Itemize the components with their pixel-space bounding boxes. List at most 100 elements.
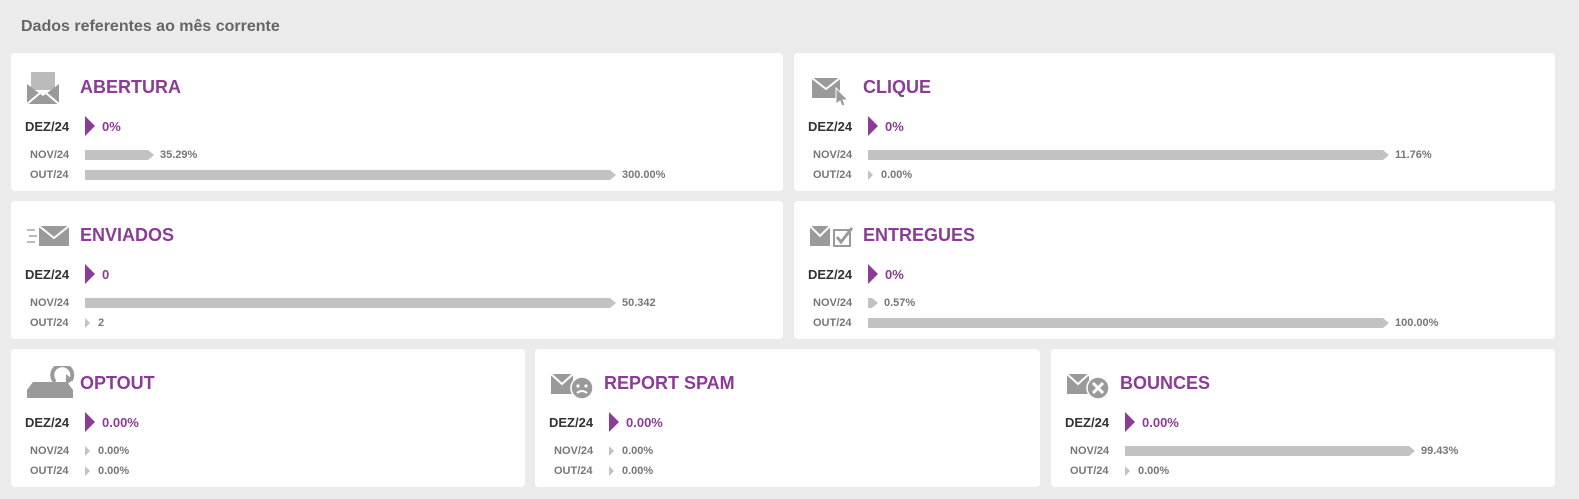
envelope-open-icon — [25, 69, 61, 107]
current-month-label: DEZ/24 — [808, 266, 853, 282]
current-month-value: 0.00% — [102, 414, 139, 430]
card-clique: CLIQUE DEZ/24 0% NOV/24 11.76% OUT/24 0.… — [794, 53, 1555, 191]
current-month-value: 0% — [102, 118, 121, 134]
history-value: 0.00% — [1138, 465, 1170, 477]
current-month-label: DEZ/24 — [808, 118, 853, 134]
current-arrow-icon — [868, 116, 878, 136]
history-bar — [85, 446, 90, 456]
history-bar — [85, 170, 616, 180]
current-month-label: DEZ/24 — [25, 118, 70, 134]
current-arrow-icon — [868, 264, 878, 284]
card-title: CLIQUE — [863, 77, 932, 97]
envelope-send-icon — [25, 217, 73, 255]
page-title: Dados referentes ao mês corrente — [21, 18, 280, 35]
current-arrow-icon — [85, 264, 95, 284]
history-month-label: OUT/24 — [30, 169, 69, 181]
card-report-spam: REPORT SPAM DEZ/24 0.00% NOV/24 0.00% OU… — [535, 349, 1040, 487]
current-month-label: DEZ/24 — [549, 414, 594, 430]
card-title: REPORT SPAM — [604, 373, 735, 393]
history-value: 0.57% — [884, 297, 916, 309]
history-value: 2 — [98, 317, 105, 329]
history-row: NOV/24 35.29% — [30, 148, 197, 162]
current-month-row: DEZ/24 0.00% — [1065, 412, 1179, 432]
history-month-label: NOV/24 — [813, 297, 853, 309]
card-optout: OPTOUT DEZ/24 0.00% NOV/24 0.00% OUT/24 … — [11, 349, 525, 487]
history-value: 0.00% — [622, 445, 654, 457]
history-value: 35.29% — [160, 149, 198, 161]
history-row: OUT/24 2 — [30, 316, 104, 330]
envelope-spam-icon — [549, 365, 595, 403]
history-bar — [868, 298, 878, 308]
current-month-label: DEZ/24 — [25, 414, 70, 430]
envelope-bounce-icon — [1065, 365, 1111, 403]
card-enviados: ENVIADOS DEZ/24 0 NOV/24 50.342 OUT/24 2 — [11, 201, 783, 339]
history-row: NOV/24 11.76% — [813, 148, 1432, 162]
current-month-row: DEZ/24 0% — [25, 116, 121, 136]
envelope-check-icon — [808, 217, 854, 255]
history-row: NOV/24 50.342 — [30, 296, 656, 310]
card-title: OPTOUT — [80, 373, 155, 393]
card-title: ENVIADOS — [80, 225, 175, 245]
history-value: 0.00% — [622, 465, 654, 477]
history-bar — [868, 170, 873, 180]
history-month-label: NOV/24 — [30, 149, 70, 161]
history-row: NOV/24 0.57% — [813, 296, 915, 310]
history-value: 0.00% — [98, 445, 130, 457]
history-row: NOV/24 0.00% — [30, 444, 129, 458]
history-value: 0.00% — [98, 465, 130, 477]
history-bar — [85, 466, 90, 476]
history-month-label: NOV/24 — [30, 297, 70, 309]
current-month-label: DEZ/24 — [25, 266, 70, 282]
history-row: OUT/24 0.00% — [30, 464, 129, 478]
history-value: 11.76% — [1395, 149, 1432, 161]
card-title: ENTREGUES — [863, 225, 976, 245]
history-month-label: OUT/24 — [30, 317, 69, 329]
history-month-label: NOV/24 — [30, 445, 70, 457]
card-title: BOUNCES — [1120, 373, 1211, 393]
current-arrow-icon — [85, 116, 95, 136]
current-month-value: 0 — [102, 266, 110, 282]
history-bar — [85, 150, 154, 160]
history-month-label: OUT/24 — [1070, 465, 1109, 477]
card-title: ABERTURA — [80, 77, 181, 97]
history-month-label: OUT/24 — [30, 465, 69, 477]
history-value: 50.342 — [622, 297, 656, 309]
current-month-row: DEZ/24 0% — [808, 264, 904, 284]
history-value: 0.00% — [881, 169, 913, 181]
current-month-row: DEZ/24 0.00% — [25, 412, 139, 432]
history-bar — [1125, 466, 1130, 476]
current-month-label: DEZ/24 — [1065, 414, 1110, 430]
card-entregues: ENTREGUES DEZ/24 0% NOV/24 0.57% OUT/24 … — [794, 201, 1555, 339]
history-bar — [85, 318, 90, 328]
history-value: 100.00% — [1395, 317, 1439, 329]
current-arrow-icon — [1125, 412, 1135, 432]
history-value: 300.00% — [622, 169, 666, 181]
optout-icon — [25, 365, 75, 403]
history-row: OUT/24 300.00% — [30, 168, 665, 182]
history-month-label: NOV/24 — [1070, 445, 1110, 457]
history-bar — [609, 466, 614, 476]
history-row: NOV/24 0.00% — [554, 444, 653, 458]
history-bar — [868, 150, 1389, 160]
history-month-label: OUT/24 — [554, 465, 593, 477]
card-abertura: ABERTURA DEZ/24 0% NOV/24 35.29% OUT/24 … — [11, 53, 783, 191]
history-row: OUT/24 100.00% — [813, 316, 1438, 330]
history-month-label: OUT/24 — [813, 169, 852, 181]
history-month-label: NOV/24 — [554, 445, 594, 457]
history-row: OUT/24 0.00% — [554, 464, 653, 478]
history-bar — [609, 446, 614, 456]
current-month-row: DEZ/24 0 — [25, 264, 109, 284]
history-row: OUT/24 0.00% — [1070, 464, 1169, 478]
envelope-click-icon — [808, 69, 852, 107]
history-value: 99.43% — [1421, 445, 1459, 457]
history-bar — [1125, 446, 1415, 456]
history-row: OUT/24 0.00% — [813, 168, 912, 182]
history-month-label: NOV/24 — [813, 149, 853, 161]
history-row: NOV/24 99.43% — [1070, 444, 1458, 458]
history-month-label: OUT/24 — [813, 317, 852, 329]
current-arrow-icon — [609, 412, 619, 432]
card-bounces: BOUNCES DEZ/24 0.00% NOV/24 99.43% OUT/2… — [1051, 349, 1555, 487]
current-month-value: 0% — [885, 118, 904, 134]
current-month-row: DEZ/24 0% — [808, 116, 904, 136]
current-month-row: DEZ/24 0.00% — [549, 412, 663, 432]
